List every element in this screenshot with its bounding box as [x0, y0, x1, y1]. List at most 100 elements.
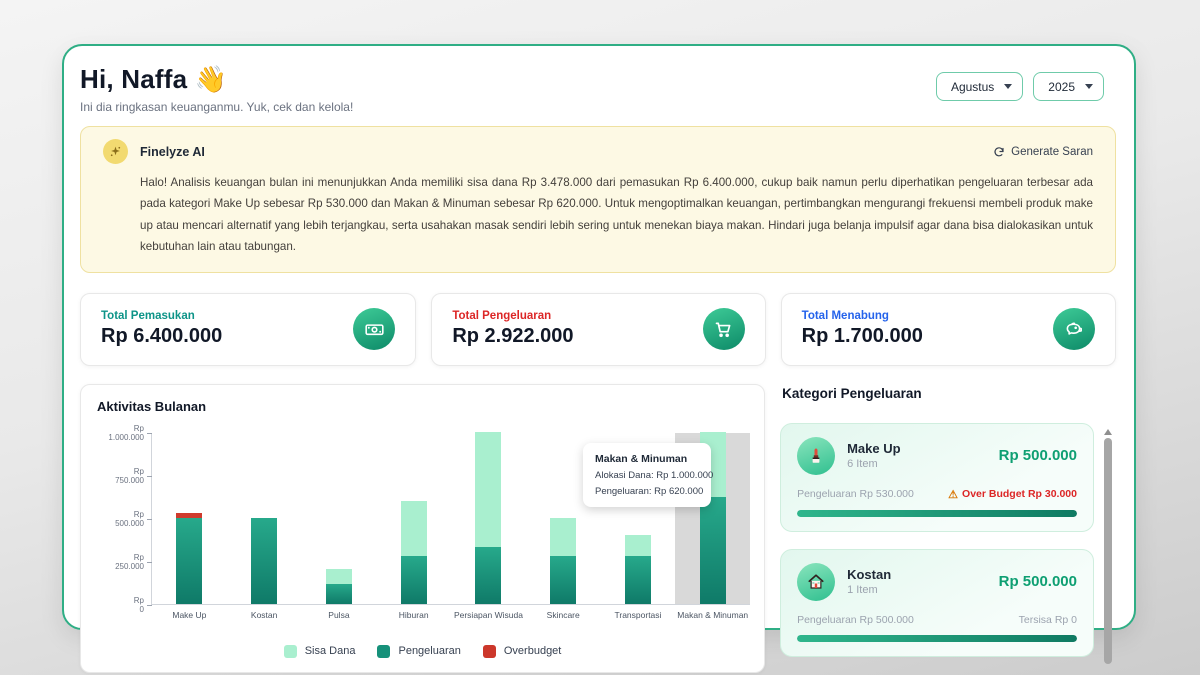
header: Hi, Naffa 👋 Ini dia ringkasan keuanganmu…	[78, 64, 1118, 114]
chart-bar[interactable]	[550, 517, 577, 604]
seg-dark	[325, 584, 352, 604]
seg-dark	[624, 556, 651, 604]
category-card-kostan[interactable]: Kostan 1 Item Rp 500.000 Pengeluaran Rp …	[780, 548, 1094, 657]
tooltip-pengeluaran: Pengeluaran: Rp 620.000	[595, 485, 704, 497]
category-progress-fill	[797, 509, 1077, 517]
chart-bar[interactable]	[475, 431, 502, 604]
chart-bar-slot[interactable]: Transportasi	[601, 433, 676, 620]
cart-icon	[702, 308, 745, 351]
category-item-count: 6 Item	[847, 458, 878, 471]
total-pengeluaran-value: Rp 2.922.000	[452, 325, 574, 348]
seg-dark	[475, 546, 502, 604]
tooltip-alokasi: Alokasi Dana: Rp 1.000.000	[595, 469, 714, 481]
total-menabung-value: Rp 1.700.000	[801, 325, 923, 348]
category-spent: Pengeluaran Rp 500.000	[797, 613, 914, 626]
x-axis-label: Kostan	[250, 609, 278, 620]
ai-card-body: Halo! Analisis keuangan bulan ini menunj…	[140, 176, 1093, 254]
chart-bar[interactable]	[325, 569, 352, 604]
stats-row: Total Pemasukan Rp 6.400.000 Total Penge…	[80, 292, 1116, 366]
total-pemasukan-card: Total Pemasukan Rp 6.400.000	[80, 292, 417, 366]
chart-bar-slot[interactable]: Hiburan	[376, 433, 451, 620]
y-axis-tick-mark	[147, 432, 152, 434]
x-axis-label: Persiapan Wisuda	[453, 609, 523, 620]
generate-saran-label: Generate Saran	[1011, 145, 1093, 158]
categories-panel: Kategori Pengeluaran Make Up 6 Item Rp 5…	[780, 384, 1116, 673]
total-pemasukan-value: Rp 6.400.000	[101, 325, 223, 348]
scroll-up-icon	[1103, 428, 1112, 435]
seg-light	[400, 500, 427, 557]
category-item-count: 1 Item	[847, 584, 878, 597]
piggy-bank-icon	[1052, 308, 1095, 351]
chart-bar-slot[interactable]: Persiapan Wisuda	[451, 431, 526, 620]
ai-suggestion-card: Finelyze AI Generate Saran Halo! Analisi…	[80, 126, 1116, 273]
chart-bar-slot[interactable]: Kostan	[227, 433, 302, 620]
seg-light	[475, 431, 502, 547]
chart-bar-slot[interactable]: Make Up	[152, 433, 227, 620]
chart-title: Aktivitas Bulanan	[97, 398, 207, 414]
month-select-value: Agustus	[950, 79, 995, 94]
chevron-down-icon	[1004, 84, 1013, 89]
banknote-icon	[353, 308, 396, 351]
legend-label: Sisa Dana	[304, 645, 356, 658]
year-select-value: 2025	[1048, 79, 1075, 94]
chart-bar[interactable]	[176, 512, 203, 604]
y-axis-tick-mark	[147, 518, 152, 520]
scrollbar[interactable]	[1103, 428, 1112, 675]
chart-tooltip: Makan & Minuman Alokasi Dana: Rp 1.000.0…	[583, 442, 714, 507]
y-axis-tick-label: Rp 250.000	[115, 552, 144, 571]
x-axis-label: Hiburan	[398, 609, 429, 620]
monthly-activity-chart-card: Aktivitas Bulanan Make Up Kostan Pulsa Hibu…	[80, 383, 766, 673]
y-axis-tick-label: Rp 0	[133, 595, 144, 614]
total-pengeluaran-label: Total Pengeluaran	[452, 310, 552, 323]
seg-dark	[400, 556, 427, 604]
scrollbar-thumb[interactable]	[1103, 437, 1112, 664]
x-axis-label: Skincare	[546, 609, 580, 620]
chart-bar[interactable]	[624, 534, 651, 604]
categories-scroll-area: Make Up 6 Item Rp 500.000 Pengeluaran Rp…	[780, 422, 1116, 675]
seg-dark	[550, 555, 577, 604]
chart-bar-slot[interactable]: Skincare	[526, 433, 601, 620]
total-menabung-label: Total Menabung	[801, 310, 889, 323]
chart-bar[interactable]	[251, 517, 278, 604]
page-subtitle: Ini dia ringkasan keuanganmu. Yuk, cek d…	[80, 100, 354, 114]
generate-saran-button[interactable]: Generate Saran	[993, 146, 1093, 158]
legend-label: Pengeluaran	[398, 645, 461, 658]
chevron-down-icon	[1085, 84, 1093, 89]
category-progress-track	[797, 509, 1077, 517]
y-axis-tick-label: Rp 750.000	[115, 466, 144, 485]
seg-dark	[699, 497, 726, 604]
total-pemasukan-label: Total Pemasukan	[101, 310, 195, 323]
category-name: Make Up	[847, 441, 901, 457]
chart-bar[interactable]	[400, 500, 427, 604]
legend-swatch	[377, 644, 391, 658]
legend-item: Overbudget	[482, 644, 561, 658]
categories-panel-title: Kategori Pengeluaran	[782, 385, 922, 401]
sparkle-icon	[103, 139, 128, 164]
lipstick-icon	[797, 436, 836, 475]
month-select[interactable]: Agustus	[935, 72, 1024, 101]
category-progress-fill	[797, 634, 1077, 642]
chart-bar-slot[interactable]: Pulsa	[302, 433, 377, 620]
y-axis-tick-label: Rp 500.000	[115, 509, 144, 528]
category-card-makeup[interactable]: Make Up 6 Item Rp 500.000 Pengeluaran Rp…	[780, 422, 1094, 532]
tooltip-title: Makan & Minuman	[595, 452, 688, 465]
legend-swatch	[283, 644, 297, 658]
chart-legend: Sisa Dana Pengeluaran Overbudget	[81, 644, 764, 658]
seg-dark	[251, 517, 278, 604]
y-axis-tick-mark	[147, 604, 152, 606]
total-menabung-card: Total Menabung Rp 1.700.000	[780, 292, 1116, 366]
category-name: Kostan	[847, 567, 892, 583]
y-axis-tick-mark	[147, 475, 152, 477]
x-axis-label: Transportasi	[614, 609, 662, 620]
x-axis-label: Make Up	[172, 609, 207, 620]
seg-light	[325, 569, 352, 585]
total-pengeluaran-card: Total Pengeluaran Rp 2.922.000	[431, 292, 766, 366]
category-budget: Rp 500.000	[998, 573, 1077, 591]
x-axis-label: Makan & Minuman	[677, 609, 749, 620]
dashboard-window: Hi, Naffa 👋 Ini dia ringkasan keuanganmu…	[62, 44, 1136, 673]
category-status-over-budget: ⚠ Over Budget Rp 30.000	[948, 488, 1077, 501]
seg-dark	[176, 517, 203, 604]
year-select[interactable]: 2025	[1033, 72, 1104, 101]
ai-card-title: Finelyze AI	[140, 144, 205, 159]
seg-light	[624, 534, 651, 557]
